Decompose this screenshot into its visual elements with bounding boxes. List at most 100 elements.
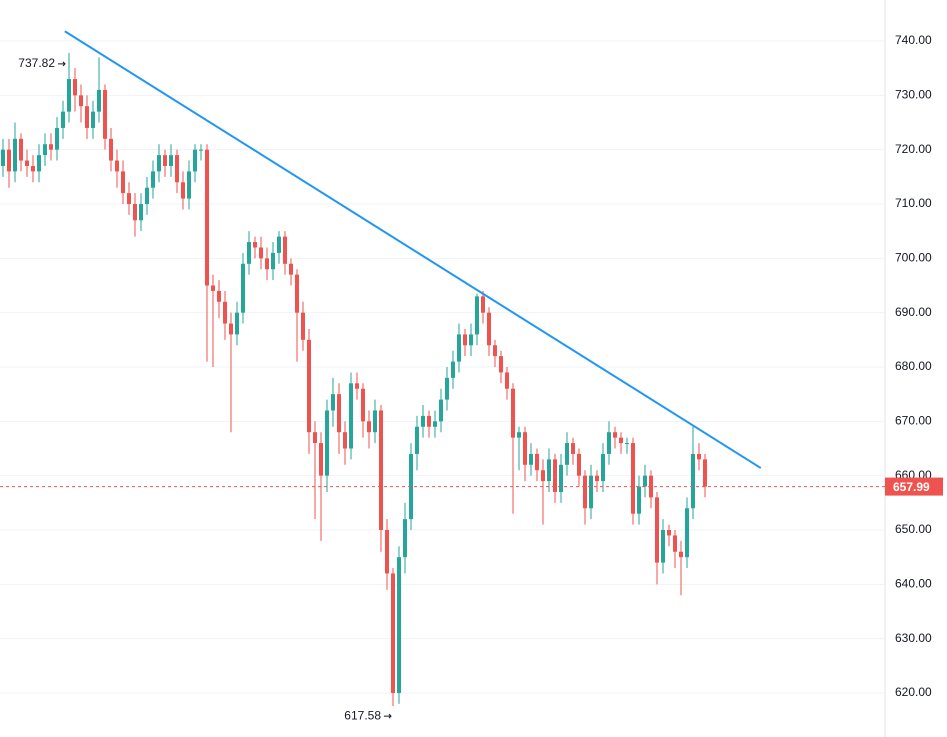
last-price-box — [885, 477, 943, 496]
candle-body — [511, 388, 515, 438]
candle-body — [631, 443, 635, 514]
candle-body — [469, 334, 473, 346]
candle-body — [379, 410, 383, 530]
candle-body — [259, 247, 263, 259]
candle-body — [457, 334, 461, 362]
candle-body — [685, 508, 689, 558]
candle-body — [625, 443, 629, 445]
candle-body — [493, 345, 497, 357]
candle-body — [583, 475, 587, 509]
last-price-label: 657.99 — [893, 480, 930, 494]
candle-body — [247, 242, 251, 264]
candle-body — [697, 453, 701, 460]
candle-body — [265, 258, 269, 270]
candle-body — [97, 89, 101, 112]
candle-body — [307, 339, 311, 433]
y-tick-label: 690.00 — [895, 305, 932, 319]
candle-body — [205, 149, 209, 286]
candle-body — [109, 138, 113, 161]
y-tick-label: 640.00 — [895, 577, 932, 591]
trendline — [64, 30, 762, 469]
candle-body — [553, 459, 557, 492]
candle-body — [463, 334, 467, 346]
candle-body — [679, 551, 683, 558]
candle-body — [559, 464, 563, 492]
candle-body — [343, 432, 347, 449]
candle-body — [295, 274, 299, 313]
candle-body — [439, 399, 443, 422]
low-label: 617.58 — [344, 708, 381, 722]
candle-body — [277, 236, 281, 253]
candle-body — [145, 187, 149, 205]
candle-body — [361, 388, 365, 422]
y-tick-label: 620.00 — [895, 685, 932, 699]
candle-body — [385, 529, 389, 574]
candle-body — [523, 432, 527, 465]
candle-body — [337, 394, 341, 433]
candle-body — [517, 432, 521, 438]
candle-body — [115, 160, 119, 172]
y-tick-label: 700.00 — [895, 251, 932, 265]
candle-body — [19, 138, 23, 161]
candle-body — [157, 155, 161, 172]
candle-body — [667, 529, 671, 536]
candle-body — [13, 138, 17, 172]
candle-body — [607, 432, 611, 454]
candle-body — [613, 432, 617, 438]
candle-body — [703, 459, 707, 487]
candle-body — [547, 459, 551, 482]
candle-body — [655, 497, 659, 563]
y-tick-label: 720.00 — [895, 142, 932, 156]
candle-body — [229, 323, 233, 335]
candle-body — [637, 486, 641, 514]
candle-body — [25, 160, 29, 166]
candle-body — [355, 383, 359, 389]
candle-body — [61, 111, 65, 128]
candle-body — [505, 372, 509, 389]
candle-body — [643, 475, 647, 487]
candle-body — [619, 437, 623, 444]
candle-body — [85, 106, 89, 128]
candle-body — [427, 415, 431, 427]
candle-body — [571, 443, 575, 454]
low-arrow — [384, 713, 392, 719]
y-tick-label: 650.00 — [895, 522, 932, 536]
candle-body — [91, 111, 95, 128]
candle-body — [121, 171, 125, 194]
candle-body — [481, 296, 485, 313]
candle-body — [313, 432, 317, 444]
y-tick-label: 730.00 — [895, 88, 932, 102]
candle-body — [451, 361, 455, 378]
candle-body — [475, 296, 479, 335]
candle-body — [37, 155, 41, 172]
y-tick-label: 740.00 — [895, 33, 932, 47]
candle-body — [331, 394, 335, 411]
candle-body — [43, 144, 47, 156]
candle-body — [103, 89, 107, 139]
candle-body — [577, 453, 581, 476]
candle-body — [319, 443, 323, 476]
candle-body — [349, 383, 353, 449]
candle-body — [391, 573, 395, 693]
candle-body — [217, 290, 221, 302]
candle-body — [565, 443, 569, 465]
y-tick-label: 710.00 — [895, 196, 932, 210]
candle-body — [187, 171, 191, 199]
candle-body — [79, 95, 83, 107]
candle-body — [541, 470, 545, 482]
candle-body — [673, 535, 677, 552]
candle-body — [403, 519, 407, 558]
candle-body — [535, 453, 539, 471]
candle-body — [601, 453, 605, 482]
candle-body — [283, 236, 287, 264]
y-tick-label: 680.00 — [895, 359, 932, 373]
candle-body — [271, 252, 275, 270]
y-tick-label: 630.00 — [895, 631, 932, 645]
candle-body — [415, 426, 419, 454]
candle-body — [1, 149, 5, 166]
candle-body — [301, 312, 305, 340]
candle-body — [661, 529, 665, 563]
